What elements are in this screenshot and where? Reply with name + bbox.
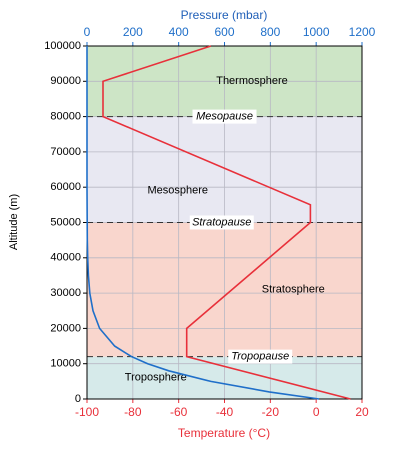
x-tick-label: -80 [124,405,142,419]
x2-tick-label: 1200 [349,25,376,39]
x-tick-label: -60 [170,405,188,419]
x-tick-label: 0 [313,405,320,419]
x2-tick-label: 800 [260,25,280,39]
x-tick-label: 20 [355,405,369,419]
x2-tick-label: 400 [169,25,189,39]
x2-tick-label: 0 [84,25,91,39]
boundary-label-bg [228,349,293,364]
boundary-label: Mesopause [196,111,253,123]
x-axis-label: Temperature (°C) [178,426,270,440]
y-tick-label: 100000 [44,40,81,52]
region-label: Troposphere [125,372,187,384]
region-label: Stratosphere [262,283,325,295]
y-axis-label: Altitude (m) [8,194,20,250]
boundary-label-bg [192,109,257,124]
x2-tick-label: 1000 [303,25,330,39]
x-tick-label: -40 [216,405,234,419]
x2-axis-label: Pressure (mbar) [181,8,268,22]
y-tick-label: 70000 [50,146,81,158]
boundary-label: Tropopause [231,351,289,363]
region-label: Mesosphere [147,185,208,197]
x2-tick-label: 600 [214,25,234,39]
x-tick-label: -20 [262,405,280,419]
y-tick-label: 90000 [50,75,81,87]
y-tick-label: 80000 [50,111,81,123]
x2-tick-label: 200 [123,25,143,39]
boundary-label: Stratopause [192,216,251,228]
x-tick-label: -100 [75,405,99,419]
region-label: Thermosphere [216,75,288,87]
y-tick-label: 40000 [50,252,81,264]
y-tick-label: 20000 [50,322,81,334]
y-tick-label: 60000 [50,181,81,193]
y-tick-label: 0 [75,393,81,405]
y-tick-label: 50000 [50,216,81,228]
y-tick-label: 10000 [50,358,81,370]
data-line [102,45,351,400]
boundary-label-bg [189,215,254,230]
y-tick-label: 30000 [50,287,81,299]
data-line [86,46,320,400]
